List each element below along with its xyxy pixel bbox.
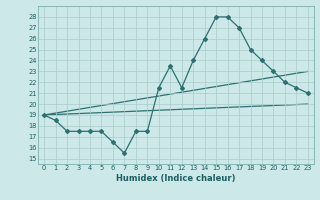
- X-axis label: Humidex (Indice chaleur): Humidex (Indice chaleur): [116, 174, 236, 183]
